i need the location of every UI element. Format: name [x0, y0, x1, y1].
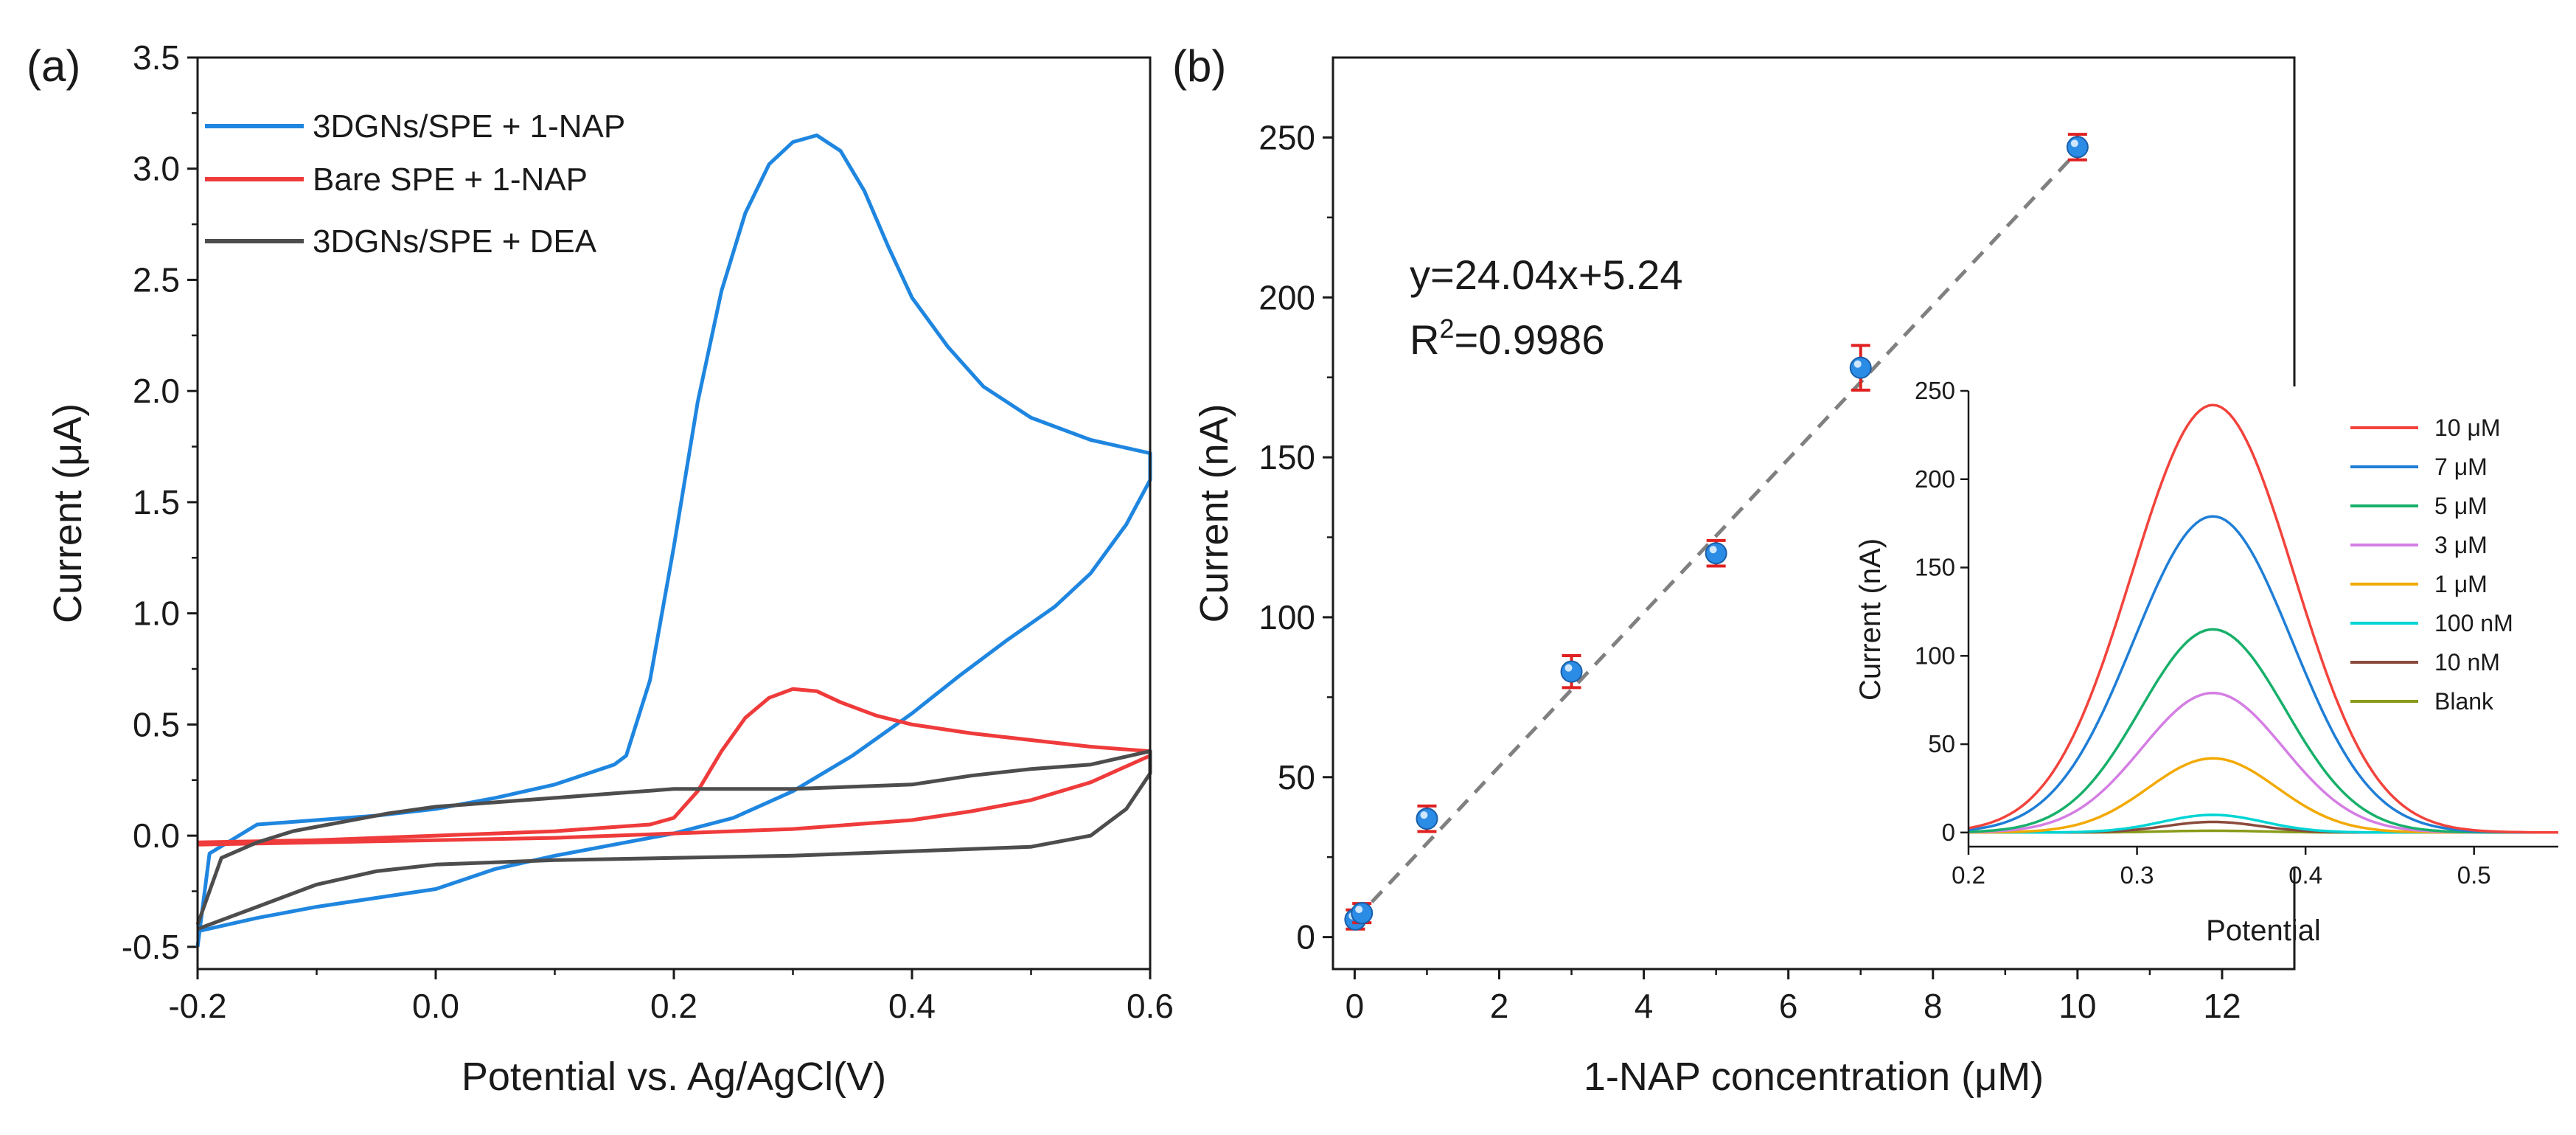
series-line-3dgns-spe-dea	[195, 749, 1152, 931]
panel-a-x-tick-label: -0.2	[168, 987, 226, 1025]
panel-b-y-tick-label: 200	[1259, 278, 1315, 316]
data-point	[1849, 356, 1872, 379]
panel-a-y-tick-label: 3.0	[133, 150, 180, 188]
legend-label-3dgns-dea: 3DGNs/SPE + DEA	[313, 223, 597, 260]
panel-b-x-title: 1-NAP concentration (μM)	[1584, 1055, 2044, 1099]
inset-x-title: Potential	[2206, 914, 2321, 947]
panel-a-y-tick-label: 0.5	[133, 705, 180, 743]
inset-y-tick-label: 0	[1942, 819, 1955, 846]
panel-a-y-tick-label: 0.0	[133, 816, 180, 855]
panel-a-legend: 3DGNs/SPE + 1-NAP Bare SPE + 1-NAP 3DGNs…	[205, 108, 625, 260]
panel-b-x-tick-label: 4	[1635, 987, 1654, 1025]
inset-x-tick-label: 0.3	[2120, 861, 2154, 889]
inset-ticks: 0.2 0.3 0.4 0.5 0 50 100 150 200 250	[1915, 377, 2491, 889]
r2-prefix: R	[1410, 316, 1439, 363]
inset-legend-label-10-nm: 10 nM	[2434, 649, 2500, 676]
inset-x-tick-label: 0.2	[1952, 861, 1985, 889]
inset-legend-label-10-m: 10 μM	[2434, 414, 2501, 441]
inset-legend-label-5-m: 5 μM	[2434, 493, 2488, 519]
panel-b-label: (b)	[1172, 41, 1226, 91]
panel-b-y-title: Current (nA)	[1192, 403, 1236, 622]
data-point	[1351, 902, 1374, 925]
panel-a-x-tick-label: 0.4	[888, 987, 936, 1025]
data-point	[1705, 542, 1727, 565]
data-point	[1416, 808, 1438, 830]
panel-a: (a) -0.2 0.0 0.2 0.4 0.6 -0.5 0.0 0.5 1.0 1.5 2.0 2…	[27, 38, 1174, 1099]
panel-a-x-tick-label: 0.6	[1127, 987, 1174, 1025]
inset-legend-label-blank: Blank	[2434, 688, 2494, 715]
inset-chart: 0.2 0.3 0.4 0.5 0 50 100 150 200 250 Potential Cu…	[1854, 377, 2558, 947]
inset-legend-label-1-m: 1 μM	[2434, 571, 2488, 597]
inset-line-5-m	[1968, 628, 2558, 834]
panel-a-x-tick-label: 0.0	[412, 987, 459, 1025]
panel-b-fit	[1353, 150, 2079, 922]
inset-legend: 10 μM 7 μM 5 μM 3 μM 1 μM 100 nM 10 nM Blank	[2350, 414, 2513, 715]
inset-legend-label-100-nm: 100 nM	[2434, 610, 2513, 636]
series-line-3dgns-spe-1-nap	[195, 133, 1152, 948]
panel-b-y-tick-label: 250	[1259, 118, 1315, 156]
panel-a-y-tick-label: 1.0	[133, 594, 180, 633]
panel-a-ticks: -0.2 0.0 0.2 0.4 0.6 -0.5 0.0 0.5 1.0 1.5 2.0 2.5 3.…	[122, 38, 1174, 1025]
panel-b-x-tick-label: 10	[2058, 987, 2096, 1025]
panel-b-x-tick-label: 0	[1346, 987, 1365, 1025]
panel-a-x-title: Potential vs. Ag/AgCl(V)	[462, 1055, 886, 1099]
panel-a-label: (a)	[27, 41, 80, 91]
inset-x-tick-label: 0.4	[2288, 861, 2322, 889]
legend-label-3dgns-1nap: 3DGNs/SPE + 1-NAP	[313, 108, 625, 145]
data-point-highlight	[1709, 546, 1717, 554]
panel-b-points	[1344, 133, 2089, 931]
inset-line-10-m	[1968, 403, 2558, 834]
panel-b-x-tick-label: 12	[2203, 987, 2241, 1025]
inset-x-tick-label: 0.5	[2457, 861, 2491, 889]
inset-y-tick-label: 150	[1915, 554, 1955, 581]
inset-series	[1968, 403, 2558, 834]
fit-line	[1353, 150, 2079, 922]
inset-y-tick-label: 200	[1915, 465, 1955, 493]
panel-a-y-title: Current (μA)	[46, 403, 90, 623]
inset-background	[1968, 386, 2558, 867]
inset-legend-label-3-m: 3 μM	[2434, 532, 2488, 558]
panel-b-x-tick-label: 6	[1779, 987, 1798, 1025]
r2-value: =0.9986	[1454, 316, 1604, 363]
panel-a-x-tick-label: 0.2	[650, 987, 697, 1025]
panel-a-y-tick-label: 3.5	[133, 38, 180, 77]
inset-y-tick-label: 50	[1928, 730, 1955, 757]
panel-b-y-tick-label: 0	[1296, 918, 1315, 957]
inset-y-tick-label: 100	[1915, 642, 1955, 669]
data-point-highlight	[1853, 360, 1862, 368]
data-point-highlight	[2070, 139, 2078, 147]
panel-a-y-tick-label: 2.5	[133, 260, 180, 299]
panel-a-y-tick-label: 2.0	[133, 372, 180, 410]
panel-b-x-tick-label: 2	[1490, 987, 1509, 1025]
series-line-bare-spe-1-nap	[197, 687, 1152, 847]
panel-b-y-tick-label: 50	[1278, 758, 1315, 796]
panel-b-y-tick-label: 150	[1259, 438, 1315, 476]
inset-line-7-m	[1968, 515, 2558, 834]
panel-a-frame	[196, 56, 1152, 971]
data-point	[1560, 660, 1583, 683]
fit-equation: y=24.04x+5.24	[1410, 251, 1683, 298]
panel-a-series	[195, 133, 1152, 948]
panel-a-y-tick-label: 1.5	[133, 483, 180, 521]
inset-y-title: Current (nA)	[1854, 538, 1887, 701]
legend-label-bare-1nap: Bare SPE + 1-NAP	[313, 162, 588, 198]
inset-legend-label-7-m: 7 μM	[2434, 454, 2488, 480]
data-point-highlight	[1420, 811, 1428, 819]
panel-b-x-tick-label: 8	[1924, 987, 1943, 1025]
panel-a-y-tick-label: -0.5	[122, 928, 180, 966]
fit-r-squared: R2=0.9986	[1410, 313, 1604, 363]
data-point-highlight	[1564, 664, 1573, 672]
panel-b-y-tick-label: 100	[1259, 598, 1315, 636]
data-point	[2066, 136, 2089, 159]
inset-y-tick-label: 250	[1915, 377, 1955, 404]
data-point-highlight	[1355, 906, 1363, 914]
r2-superscript: 2	[1439, 313, 1454, 344]
